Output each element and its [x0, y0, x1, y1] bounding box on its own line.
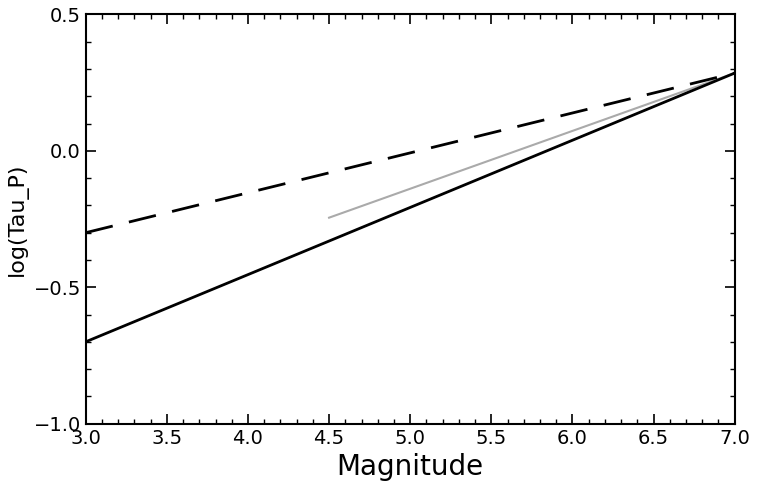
X-axis label: Magnitude: Magnitude	[337, 453, 484, 481]
Y-axis label: log(Tau_P): log(Tau_P)	[7, 163, 28, 276]
